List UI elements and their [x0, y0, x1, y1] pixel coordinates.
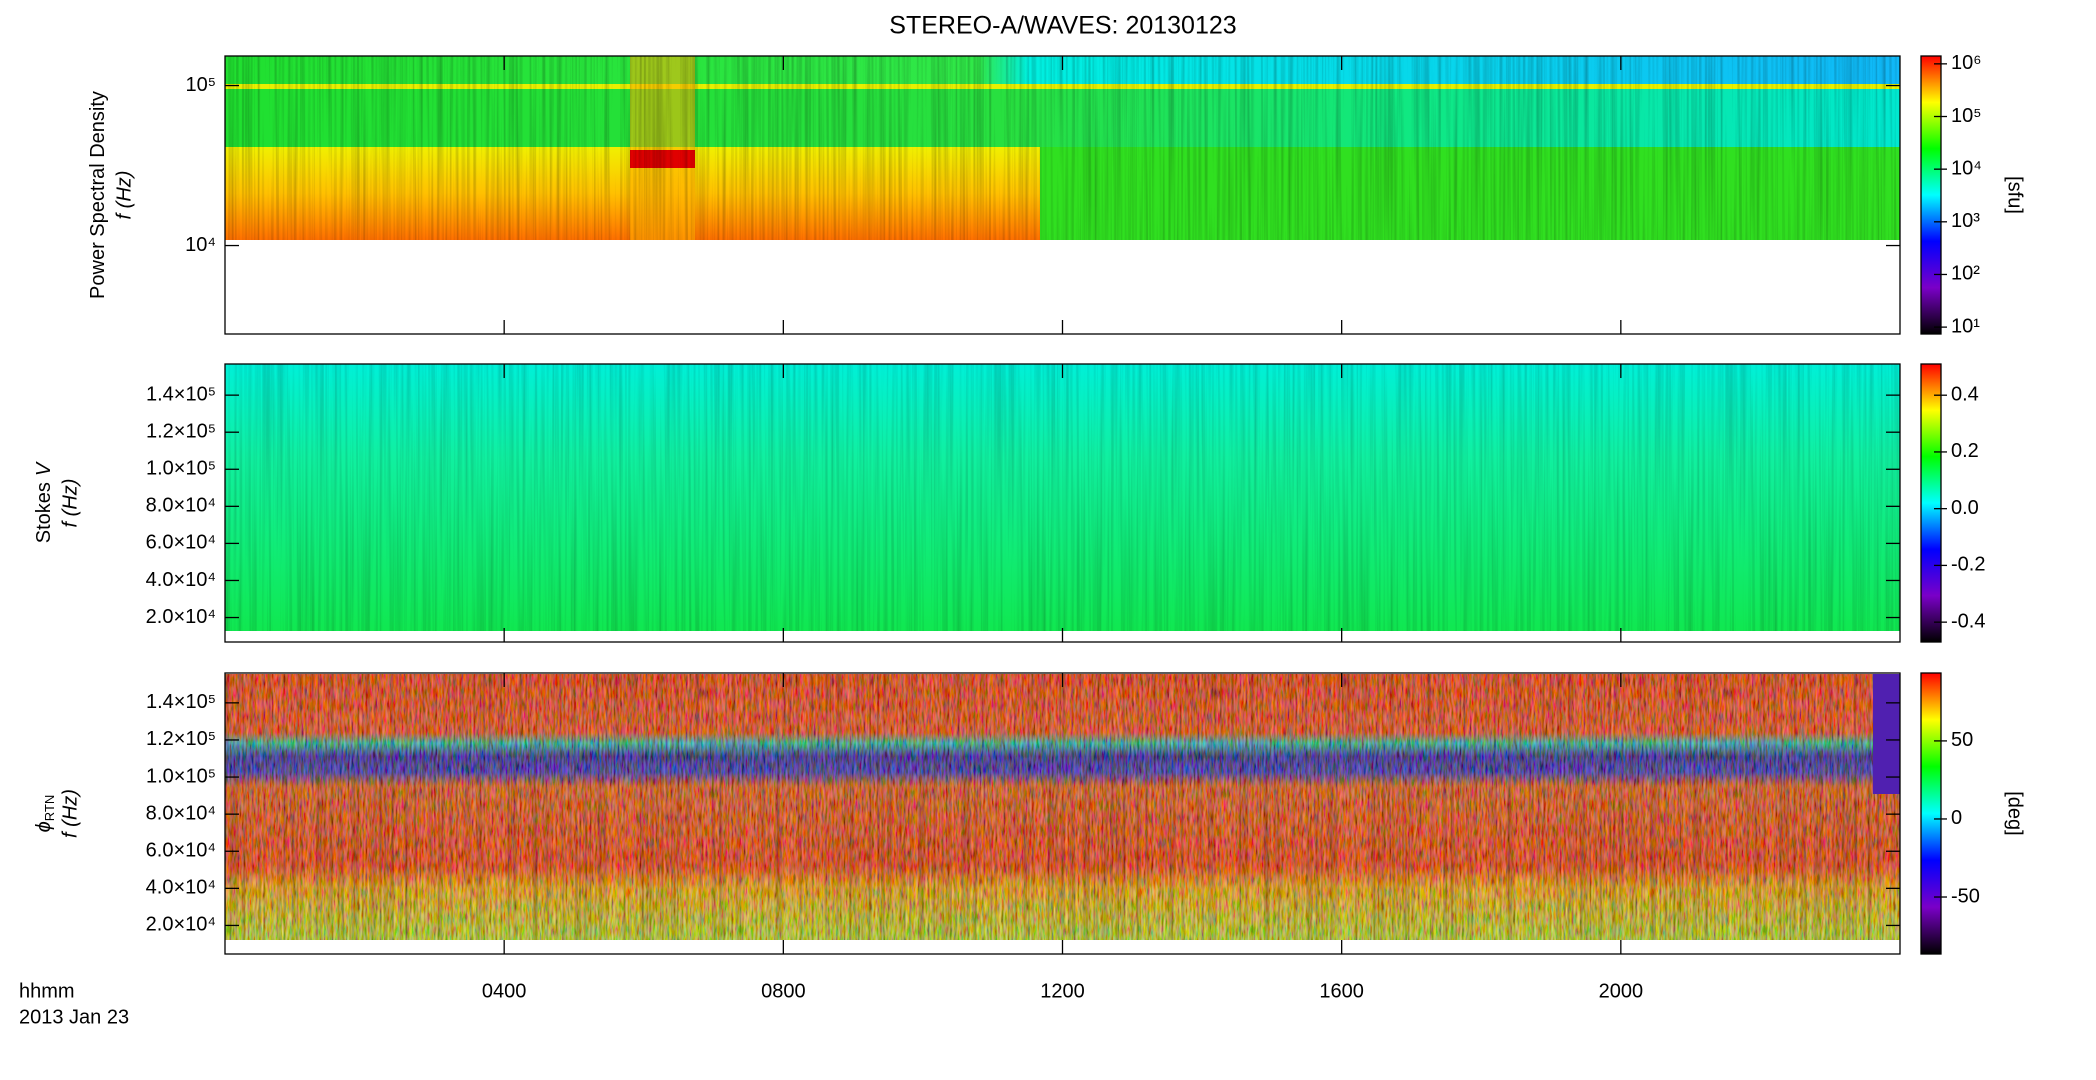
- date-label: 2013 Jan 23: [19, 1006, 129, 1028]
- colorbar-tick-label: 0: [1951, 807, 1962, 829]
- y-tick-label: 10⁴: [185, 234, 216, 256]
- y-axis-label: ϕRTN: [33, 795, 57, 833]
- y-axis-label-symbol: ϕ: [33, 821, 55, 832]
- spectrogram-panel-3: [225, 674, 1900, 940]
- colorbar-tick-label: -50: [1951, 885, 1980, 907]
- x-tick-label: 1600: [1319, 980, 1364, 1002]
- y-axis-unit: f (Hz): [113, 171, 135, 220]
- y-tick-label: 6.0×10⁴: [146, 532, 216, 554]
- y-tick-label: 8.0×10⁴: [146, 495, 216, 517]
- colorbar-label: [sfu]: [2004, 176, 2026, 214]
- spectrogram-panel-2: [225, 364, 1900, 631]
- y-tick-label: 2.0×10⁴: [146, 606, 216, 628]
- colorbar-tick-label: 0.4: [1951, 383, 1979, 405]
- colorbar-tick-label: 0.2: [1951, 440, 1979, 462]
- colorbar: [1920, 363, 1942, 643]
- y-axis-label-symbol: V: [33, 461, 55, 476]
- y-tick-label: 8.0×10⁴: [146, 802, 216, 824]
- colorbar: [1920, 55, 1942, 335]
- x-tick-label: 0400: [482, 980, 527, 1002]
- colorbar-tick-label: 10⁶: [1951, 52, 1981, 74]
- x-tick-label: 2000: [1599, 980, 1644, 1002]
- colorbar-tick-label: 0.0: [1951, 497, 1979, 519]
- y-tick-label: 1.0×10⁵: [146, 765, 216, 787]
- y-tick-label: 1.4×10⁵: [146, 691, 216, 713]
- y-tick-label: 4.0×10⁴: [146, 569, 216, 591]
- colorbar-tick-label: 50: [1951, 729, 1973, 751]
- y-axis-unit: f (Hz): [59, 479, 81, 528]
- y-tick-label: 1.4×10⁵: [146, 383, 216, 405]
- x-tick-label: 0800: [761, 980, 806, 1002]
- colorbar-tick-label: -0.4: [1951, 610, 1985, 632]
- spectrogram-panel-1: [225, 56, 1900, 240]
- y-tick-label: 1.2×10⁵: [146, 728, 216, 750]
- y-axis-unit: f (Hz): [59, 789, 81, 838]
- y-tick-label: 1.0×10⁵: [146, 458, 216, 480]
- y-axis-label: Power Spectral Density: [87, 91, 109, 299]
- y-tick-label: 4.0×10⁴: [146, 877, 216, 899]
- chart-title: STEREO-A/WAVES: 20130123: [889, 12, 1236, 40]
- colorbar-tick-label: 10³: [1951, 210, 1980, 232]
- y-tick-label: 1.2×10⁵: [146, 420, 216, 442]
- y-axis-label: Stokes V: [33, 461, 55, 543]
- colorbar-tick-label: 10²: [1951, 263, 1980, 285]
- colorbar-label: [deg]: [2004, 791, 2026, 835]
- colorbar-tick-label: 10¹: [1951, 315, 1980, 337]
- colorbar-tick-label: -0.2: [1951, 554, 1985, 576]
- y-tick-label: 10⁵: [185, 74, 216, 96]
- colorbar: [1920, 672, 1942, 955]
- x-tick-label: 1200: [1040, 980, 1085, 1002]
- y-tick-label: 2.0×10⁴: [146, 914, 216, 936]
- colorbar-tick-label: 10⁴: [1951, 157, 1982, 179]
- colorbar-tick-label: 10⁵: [1951, 105, 1982, 127]
- y-axis-label-text: Stokes: [33, 482, 55, 543]
- y-axis-label-subscript: RTN: [42, 795, 57, 821]
- x-axis-label: hhmm: [19, 980, 75, 1002]
- y-tick-label: 6.0×10⁴: [146, 840, 216, 862]
- y-axis-label-text: Power Spectral Density: [87, 91, 109, 299]
